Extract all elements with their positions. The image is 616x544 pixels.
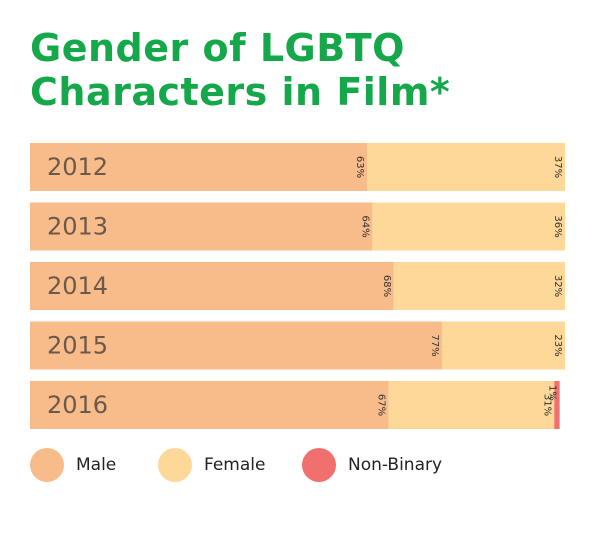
- legend-label-male: Male: [76, 455, 117, 475]
- category-label-2016: 2016: [47, 391, 108, 419]
- legend-swatch-female: [158, 448, 192, 482]
- bar-2016-non-binary: [554, 381, 560, 429]
- bar-2016-female: [388, 381, 555, 429]
- chart-title: Gender of LGBTQ Characters in Film*: [30, 26, 450, 114]
- chart-title-line-2: Characters in Film*: [30, 70, 451, 114]
- legend-swatch-non-binary: [302, 448, 336, 482]
- data-label-2015-male: 77%: [429, 334, 440, 356]
- data-label-2016-female: 31%: [541, 394, 552, 416]
- bar-2013-female: [372, 202, 565, 251]
- legend-item-male: Male: [30, 448, 116, 482]
- bar-2012-female: [367, 143, 565, 191]
- bar-2016-male: [30, 381, 389, 429]
- data-label-2016-male: 67%: [375, 394, 386, 416]
- category-label-2014: 2014: [47, 272, 108, 300]
- bar-2012-male: [30, 143, 368, 191]
- data-label-2013-male: 64%: [359, 215, 370, 237]
- legend-swatch-male: [30, 448, 64, 482]
- legend-label-female: Female: [204, 455, 266, 475]
- legend-label-non-binary: Non-Binary: [348, 455, 443, 475]
- legend-item-non-binary: Non-Binary: [302, 448, 442, 482]
- data-label-2013-female: 36%: [552, 215, 563, 237]
- data-label-2016-non-binary: 1%: [547, 385, 558, 401]
- category-label-2012: 2012: [47, 153, 108, 181]
- chart-title-line-1: Gender of LGBTQ: [30, 26, 405, 70]
- category-label-2013: 2013: [47, 213, 108, 241]
- data-label-2014-male: 68%: [381, 275, 392, 297]
- category-label-2015: 2015: [47, 332, 108, 360]
- bar-2014-male: [30, 262, 394, 310]
- data-label-2014-female: 32%: [552, 275, 563, 297]
- data-label-2012-male: 63%: [354, 156, 365, 178]
- bar-2014-female: [393, 262, 565, 310]
- data-label-2012-female: 37%: [552, 156, 563, 178]
- legend: Male Female Non-Binary: [30, 448, 590, 482]
- bar-2015-male: [30, 321, 442, 370]
- data-label-2015-female: 23%: [552, 334, 563, 356]
- bar-2013-male: [30, 202, 373, 251]
- bar-2015-female: [441, 321, 565, 370]
- legend-item-female: Female: [158, 448, 265, 482]
